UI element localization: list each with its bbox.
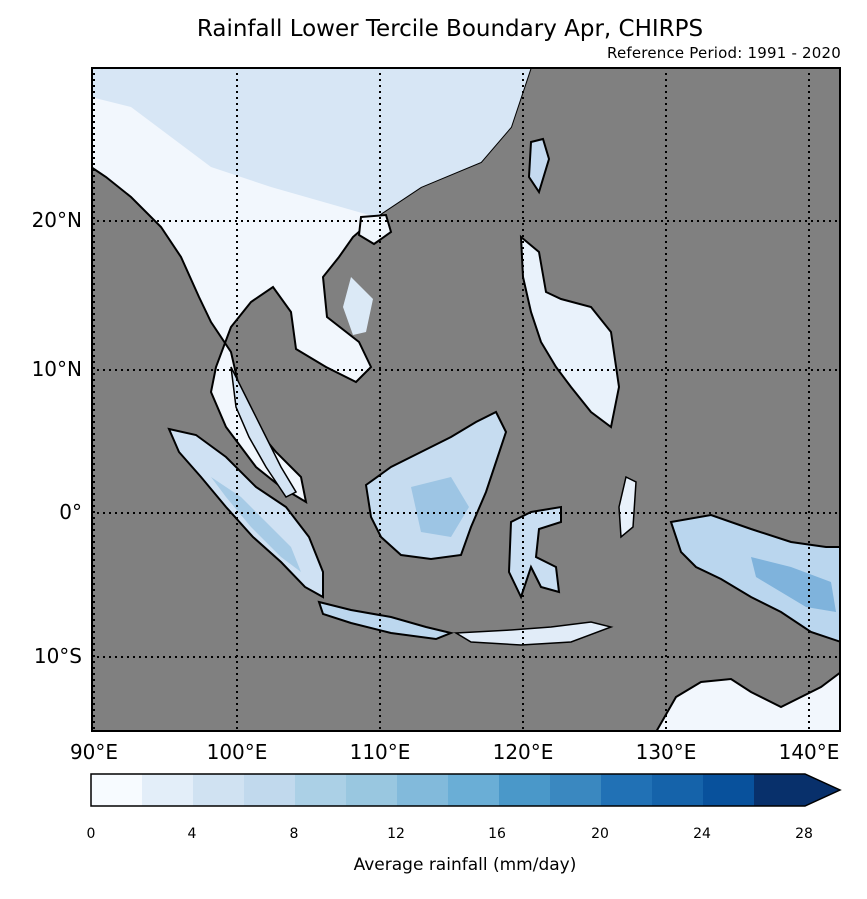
colorbar-extend-arrow [805, 774, 840, 806]
colorbar-swatch [550, 774, 602, 806]
colorbar-outline [90, 773, 842, 807]
malay-peninsula [230, 366, 298, 498]
colorbar-tick-4: 4 [187, 826, 197, 842]
colorbar-swatch [142, 774, 194, 806]
colorbar-swatch [91, 774, 143, 806]
lat-label-10n: 10°N [31, 357, 82, 381]
colorbar-swatch [754, 774, 806, 806]
colorbar-swatch [397, 774, 449, 806]
lon-label-130e: 130°E [635, 740, 697, 764]
map-panel [91, 67, 841, 732]
colorbar-swatch [448, 774, 500, 806]
colorbar-swatch [703, 774, 755, 806]
colorbar-swatch [193, 774, 245, 806]
colorbar-label: Average rainfall (mm/day) [353, 855, 577, 875]
colorbar-tick-12: 12 [387, 826, 405, 842]
lat-label-20n: 20°N [31, 208, 82, 232]
colorbar-tick-16: 16 [488, 826, 506, 842]
colorbar-tick-0: 0 [86, 826, 96, 842]
colorbar-tick-8: 8 [289, 826, 299, 842]
lon-label-110e: 110°E [349, 740, 411, 764]
hainan [357, 213, 393, 246]
australia [654, 670, 841, 732]
colorbar-swatch [652, 774, 704, 806]
lon-label-100e: 100°E [206, 740, 268, 764]
colorbar-tick-24: 24 [693, 826, 711, 842]
colorbar-tick-20: 20 [591, 826, 609, 842]
map-title: Rainfall Lower Tercile Boundary Apr, CHI… [196, 16, 704, 42]
taiwan [527, 137, 551, 195]
lat-label-0: 0° [59, 500, 82, 524]
reference-period: Reference Period: 1991 - 2020 [607, 44, 841, 62]
lon-label-120e: 120°E [492, 740, 554, 764]
colorbar-tick-28: 28 [795, 826, 813, 842]
lon-label-90e: 90°E [69, 740, 119, 764]
colorbar [90, 772, 842, 812]
colorbar-swatch [601, 774, 653, 806]
new-guinea [669, 513, 841, 644]
lat-label-10s: 10°S [33, 644, 82, 668]
colorbar-swatch [244, 774, 296, 806]
philippines [519, 234, 621, 429]
map-border [91, 67, 841, 732]
lon-label-140e: 140°E [778, 740, 840, 764]
colorbar-swatch [295, 774, 347, 806]
graticule [91, 67, 841, 732]
java [317, 600, 455, 641]
colorbar-swatch [499, 774, 551, 806]
colorbar-swatch [346, 774, 398, 806]
